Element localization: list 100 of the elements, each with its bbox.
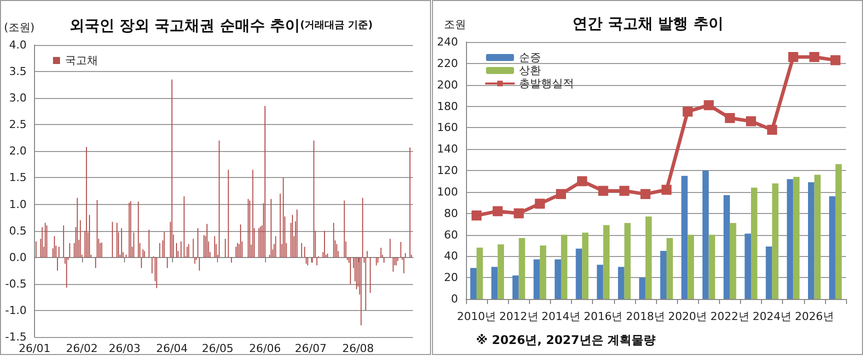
point [556, 189, 566, 200]
y-axis-title: (조원) [4, 21, 35, 34]
bar [744, 234, 751, 299]
point [598, 186, 608, 196]
point [577, 176, 588, 186]
legend-label: 국고채 [65, 54, 98, 67]
bar [491, 266, 498, 299]
point [514, 208, 524, 218]
point [472, 210, 482, 220]
bar [603, 225, 610, 299]
bar [470, 268, 477, 299]
chart-title: 연간 국고채 발행 추이 [572, 14, 724, 32]
y-tick-label: -1.5 [5, 330, 27, 344]
bar [730, 222, 736, 299]
x-tick-label: 26/06 [249, 342, 281, 355]
bar [772, 183, 778, 299]
point [830, 55, 840, 66]
bar [582, 232, 588, 299]
point [788, 52, 798, 62]
bar [554, 259, 561, 299]
x-tick-label: 2018년 [626, 310, 665, 323]
bar [724, 195, 730, 299]
x-tick-label: 26/03 [108, 342, 140, 355]
bar [793, 176, 800, 299]
bar [808, 182, 814, 299]
bar [829, 196, 836, 299]
point [662, 184, 672, 195]
y-tick-label: 2.5 [9, 118, 27, 132]
bar [618, 266, 624, 299]
bar [708, 234, 716, 299]
x-tick-label: 2012년 [499, 310, 538, 323]
bar [576, 248, 582, 299]
point [534, 198, 545, 209]
y-tick-label: 160 [437, 121, 458, 134]
x-tick-label: 26/04 [156, 342, 188, 355]
x-tick-label: 2016년 [584, 310, 623, 323]
bar [835, 164, 842, 299]
chart-title: 외국인 장외 국고채권 순매수 추이 [69, 16, 300, 34]
bar [639, 278, 646, 299]
bar [766, 246, 772, 299]
x-tick-label: 2014년 [542, 310, 580, 323]
y-tick-label: 220 [437, 56, 458, 70]
x-tick-label: 26/02 [66, 342, 98, 355]
bar [751, 188, 758, 299]
text: ※ 2026년, 2027년은 계획물량 [476, 333, 656, 347]
x-tick-label: 2010년 [457, 310, 496, 323]
y-tick-label: 2.0 [9, 144, 27, 158]
bar [540, 245, 546, 299]
y-tick-label: 140 [437, 142, 458, 156]
y-tick-label: 200 [437, 78, 458, 92]
bar [534, 259, 540, 299]
bar [518, 238, 526, 299]
bar [666, 238, 673, 299]
y-tick-label: 40 [444, 250, 458, 263]
y-tick-label: 120 [437, 164, 458, 177]
point [704, 100, 714, 110]
bar [702, 170, 709, 299]
legend-label: 총발행실적 [519, 77, 574, 90]
y-tick-label: 0 [451, 292, 458, 306]
y-tick-label: 100 [437, 185, 458, 198]
bar [814, 174, 821, 299]
y-tick-label: 4.0 [9, 38, 27, 52]
x-tick-label: 26/08 [342, 342, 374, 355]
x-tick-label: 2026년 [794, 310, 834, 323]
bar [596, 264, 604, 299]
point [767, 124, 778, 135]
bar [624, 222, 631, 299]
point [724, 113, 735, 124]
legend-label: 상환 [519, 64, 541, 77]
bar [786, 179, 794, 299]
x-tick-label: 2022년 [710, 310, 750, 323]
bar [645, 216, 652, 299]
y-tick-label: 0.0 [9, 250, 27, 264]
x-tick-label: 26/05 [202, 342, 234, 355]
bar [688, 234, 694, 299]
x-tick-label: 2024년 [752, 310, 792, 323]
point [746, 116, 756, 126]
x-tick-label: 2020년 [668, 310, 708, 323]
y-tick-label: -1.0 [5, 304, 27, 317]
y-tick-label: 60 [444, 228, 458, 242]
point [492, 206, 503, 216]
point [640, 189, 650, 200]
y-tick-label: 20 [444, 271, 458, 284]
point [682, 106, 693, 117]
y-axis-title: 조원 [444, 18, 466, 31]
point [619, 186, 630, 196]
y-tick-label: 3.5 [9, 65, 27, 78]
y-tick-label: -0.5 [5, 277, 27, 290]
bar [681, 176, 688, 299]
y-tick-label: 3.0 [9, 92, 27, 105]
x-tick-label: 26/01 [18, 342, 50, 355]
legend-label: 순증 [519, 51, 541, 64]
y-tick-label: 240 [437, 36, 458, 48]
chart-subtitle: (거래대금 기준) [300, 20, 373, 31]
bar [498, 244, 504, 299]
bar [476, 248, 483, 299]
bar [660, 250, 667, 299]
bar [561, 234, 568, 299]
x-tick-label: 26/07 [294, 342, 327, 355]
y-tick-label: 80 [444, 206, 458, 220]
